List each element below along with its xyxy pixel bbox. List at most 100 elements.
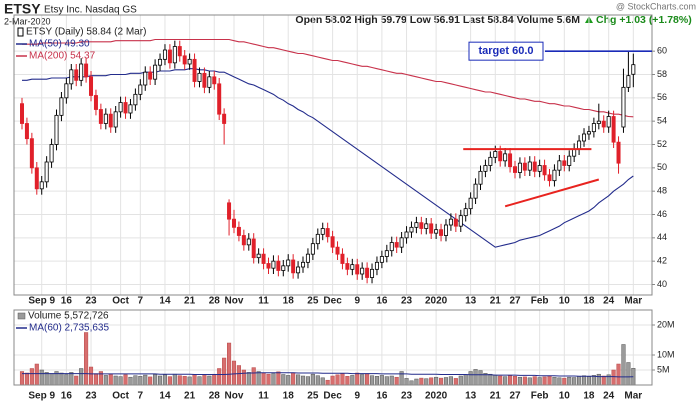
volume-bar [133, 375, 138, 385]
target-box [468, 41, 544, 61]
y-tick-label: 58 [657, 69, 667, 79]
x-tick-label: 18 [283, 296, 295, 307]
volume-bar [207, 375, 212, 385]
volume-bar [517, 376, 522, 385]
volume-bar [389, 375, 394, 385]
y-tick-label: 46 [657, 209, 667, 219]
y-tick-label: 40 [657, 279, 667, 289]
volume-panel [14, 310, 652, 385]
candle-body [310, 243, 315, 255]
x-tick-label: Feb [531, 296, 549, 307]
candle-body [488, 156, 493, 166]
x-tick-label: Sep 9 [28, 391, 55, 402]
volume-bar [197, 376, 202, 385]
volume-bar [69, 372, 74, 385]
volume-bar [453, 378, 458, 385]
candle-body [158, 58, 163, 66]
volume-bar [236, 365, 241, 385]
candle-body [404, 231, 409, 239]
volume-bar [88, 366, 94, 385]
candle-body [463, 208, 468, 217]
candle-body [557, 160, 562, 171]
candle-body [601, 120, 606, 128]
candle-body [350, 264, 355, 270]
volume-bar [271, 373, 276, 385]
volume-bar [177, 375, 182, 385]
candle-body [591, 123, 596, 133]
candle-body [389, 242, 394, 252]
x-tick-label: 16 [376, 296, 388, 307]
x-tick-label: 11 [258, 391, 269, 402]
ma-line [22, 38, 634, 118]
candle-body [517, 162, 522, 173]
x-tick-label: 23 [401, 391, 413, 402]
candle-body [503, 153, 508, 162]
x-tick-label: Dec [323, 391, 342, 402]
volume-bar [434, 376, 439, 385]
x-tick-label: Nov [225, 391, 244, 402]
x-tick-label: 10 [559, 391, 571, 402]
legend-icon [17, 27, 24, 37]
volume-bar [340, 373, 345, 385]
volume-bar [182, 376, 187, 385]
candle-body [212, 76, 217, 85]
volume-bar [335, 374, 340, 385]
candle-body [414, 222, 419, 228]
change: Chg +1.03 (+1.78%) [596, 14, 692, 26]
company: Etsy Inc. Nasdaq GS [44, 5, 137, 16]
volume-bar [266, 373, 271, 385]
volume-bar [394, 376, 399, 385]
candle-body [522, 162, 527, 171]
price-frame [13, 14, 653, 296]
volume-bar [172, 373, 177, 385]
candle-body [458, 215, 463, 227]
volume-bar [113, 375, 118, 385]
candle-body [241, 235, 246, 246]
candle-body [424, 223, 429, 229]
candle-body [98, 109, 103, 124]
volume-bar [572, 377, 577, 385]
ticker: ETSY [4, 1, 41, 17]
volume-bar [581, 375, 587, 385]
candle-body [138, 84, 143, 95]
candle-body [207, 76, 212, 88]
candle-body [370, 268, 375, 278]
volume-bar [296, 374, 301, 385]
candle-body [128, 104, 133, 114]
volume-bar [537, 377, 542, 385]
candle-body [143, 71, 148, 86]
volume-bar [79, 368, 84, 385]
volume-frame [13, 309, 653, 386]
candle-body [197, 72, 202, 82]
volume-bar [626, 362, 631, 385]
candle-body [611, 116, 616, 143]
candle-body [439, 229, 444, 236]
x-tick-label: 25 [307, 296, 319, 307]
candle-body [113, 111, 118, 128]
candle-body [483, 165, 488, 172]
quote: Open 58.02 High 59.79 Low 56.91 Last 58.… [295, 14, 580, 26]
volume-bar [522, 376, 527, 385]
volume-bar [241, 369, 246, 385]
volume-bar [355, 372, 360, 385]
candle-body [434, 229, 439, 234]
candle-body [93, 95, 98, 110]
candle-body [340, 253, 345, 264]
volume-bar [162, 374, 168, 385]
candle-body [182, 55, 187, 65]
volume-bar [374, 376, 380, 385]
volume-bar [167, 376, 172, 385]
volume-bar [616, 363, 621, 385]
volume-bar [246, 372, 251, 385]
volume-bar [310, 373, 315, 385]
candle-body [384, 250, 389, 257]
volume-bar [44, 372, 49, 385]
candle-body [148, 71, 153, 80]
candle-body [192, 58, 197, 82]
candle-body [172, 46, 177, 64]
y-tick-label: 42 [657, 256, 667, 266]
volume-bar [276, 371, 281, 385]
x-tick-label: 28 [209, 296, 221, 307]
candle-body [365, 267, 370, 278]
volume-bar [325, 379, 330, 385]
